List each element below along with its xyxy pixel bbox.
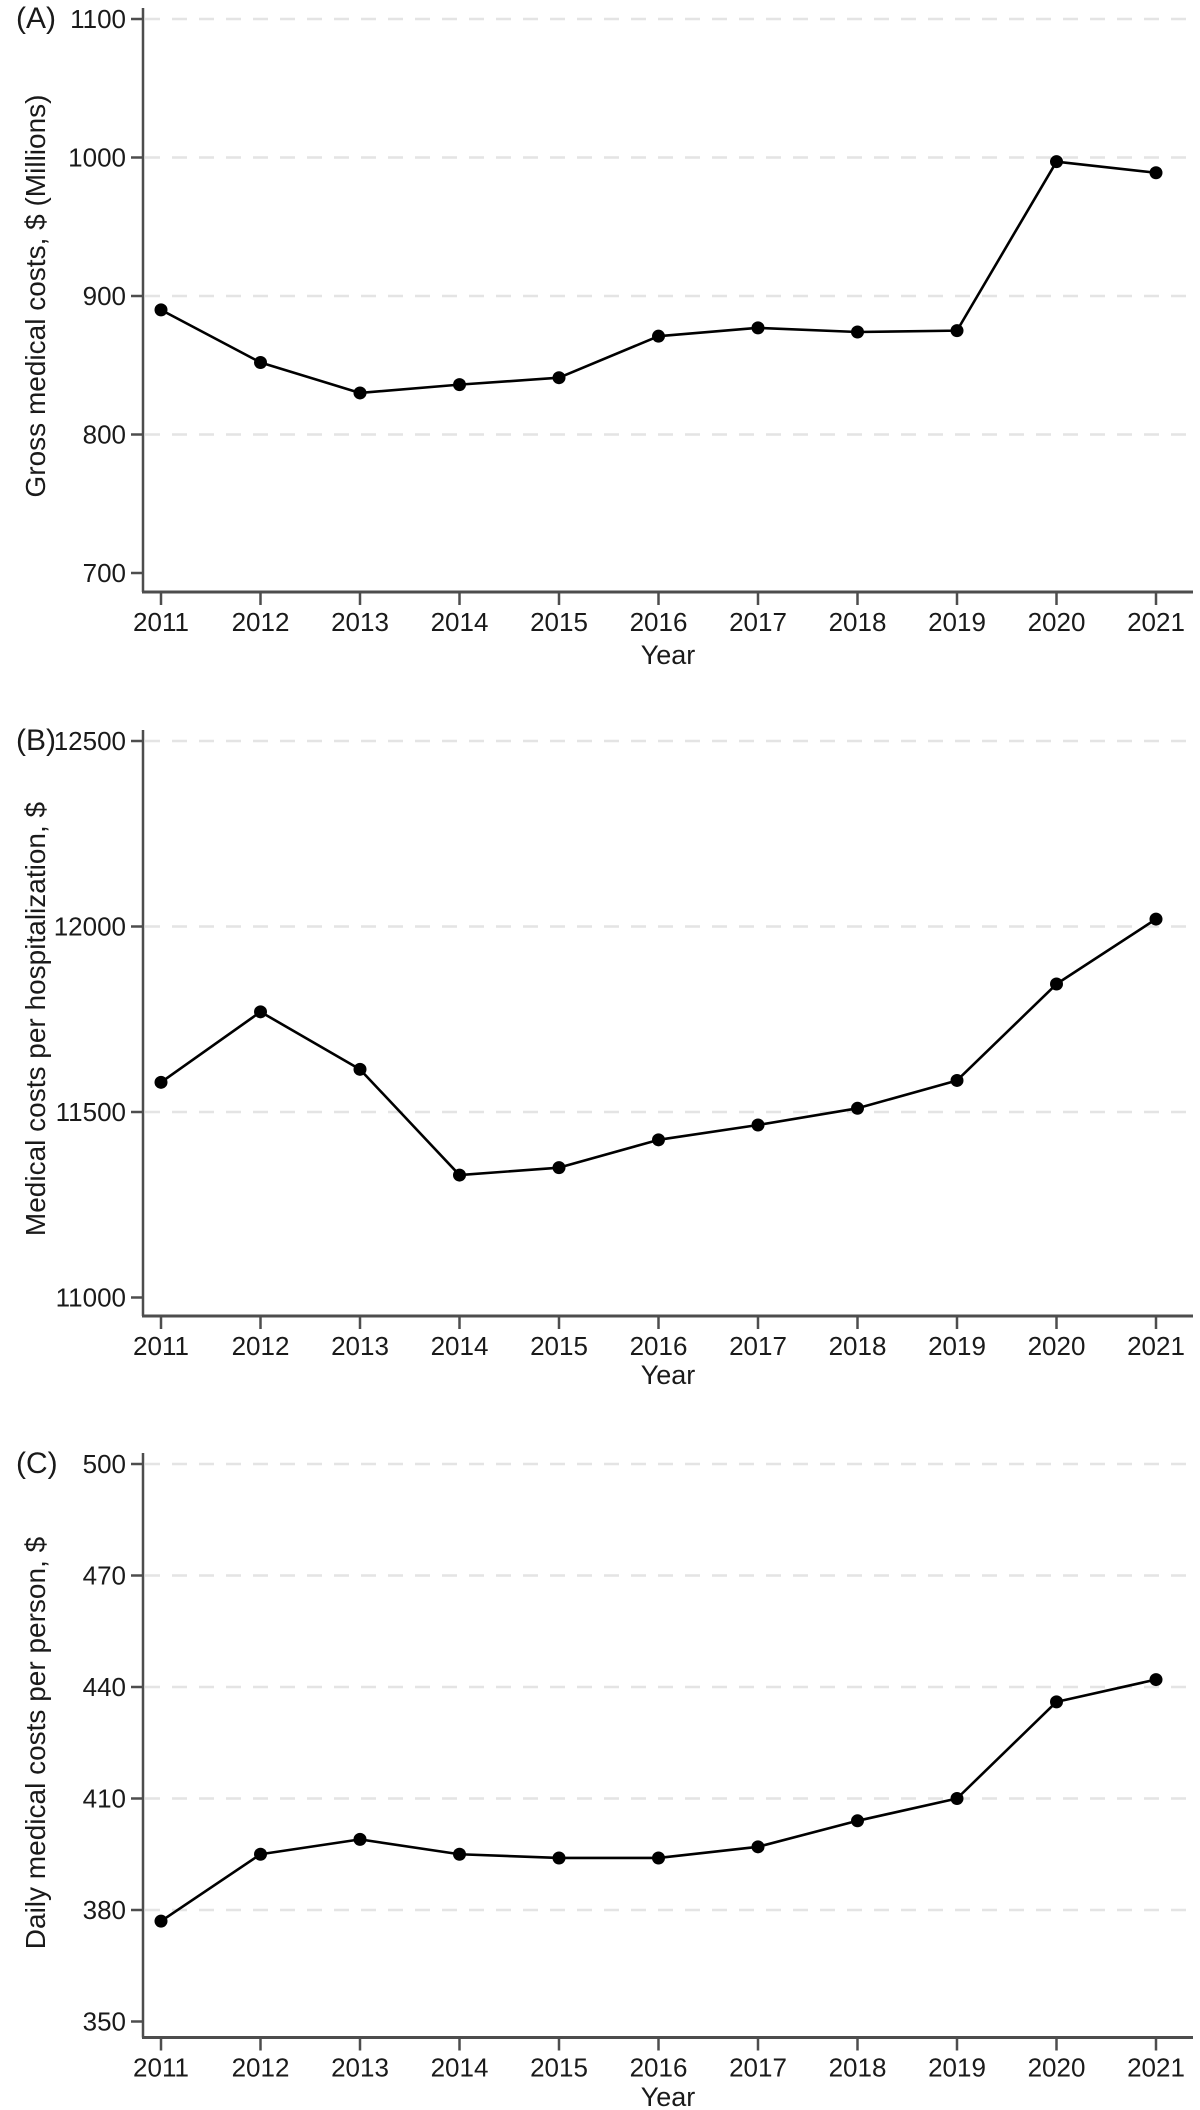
x-tick-label: 2018 (829, 2053, 887, 2083)
x-tick-label: 2013 (331, 2053, 389, 2083)
data-point-2014 (453, 1847, 466, 1861)
data-point-2013 (353, 386, 367, 400)
panel-c-label: (C) (16, 1447, 58, 1480)
data-point-2012 (254, 1847, 267, 1861)
data-point-2018 (851, 1814, 864, 1828)
x-tick-label: 2011 (133, 607, 189, 637)
y-tick-label: 500 (83, 1449, 126, 1479)
y-tick-label: 700 (83, 558, 126, 588)
x-tick-label: 2021 (1127, 2053, 1185, 2083)
x-tick-label: 2011 (133, 1331, 189, 1361)
x-tick-label: 2019 (928, 2053, 986, 2083)
x-tick-label: 2012 (232, 2053, 290, 2083)
y-tick-label: 800 (83, 420, 126, 450)
data-point-2015 (552, 371, 566, 385)
data-point-2020 (1050, 977, 1063, 991)
panel-b-plot: 11000 11500 12000 12500 2011 2012 2013 2014 2015… (54, 726, 1193, 1361)
data-point-2011 (154, 1914, 168, 1928)
x-tick-label: 2016 (630, 1331, 688, 1361)
panel-b-label: (B) (16, 724, 56, 757)
panel-a-plot: 700 800 900 1000 1100 2011 2012 2013 2014 2015 201… (68, 4, 1193, 637)
data-point-2016 (652, 1133, 665, 1147)
data-point-2020 (1050, 155, 1063, 169)
x-tick-label: 2020 (1028, 1331, 1086, 1361)
panel-b-x-axis-title: Year (640, 1360, 696, 1390)
data-point-2014 (453, 378, 466, 392)
x-tick-label: 2020 (1028, 607, 1086, 637)
series-line (159, 1678, 1158, 1923)
data-point-2013 (353, 1832, 367, 1846)
x-tick-label: 2015 (530, 607, 588, 637)
data-point-2013 (353, 1062, 367, 1076)
y-tick-label: 12000 (54, 912, 126, 942)
data-point-2012 (254, 1005, 267, 1019)
x-tick-label: 2017 (729, 2053, 787, 2083)
panel-b: (B) Medical costs per hospitalization, $… (0, 703, 1200, 1389)
data-point-2014 (453, 1168, 466, 1182)
y-tick-label: 470 (83, 1561, 126, 1591)
x-tick-label: 2020 (1028, 2053, 1086, 2083)
x-tick-label: 2016 (630, 607, 688, 637)
data-point-2011 (154, 1075, 168, 1089)
x-tick-label: 2011 (133, 2053, 189, 2083)
data-point-2021 (1149, 166, 1163, 180)
data-point-2011 (154, 303, 168, 317)
series-line (159, 160, 1158, 395)
x-tick-label: 2018 (829, 607, 887, 637)
data-point-2019 (950, 324, 964, 338)
x-tick-label: 2017 (729, 607, 787, 637)
x-tick-label: 2019 (928, 1331, 986, 1361)
y-tick-label: 900 (83, 281, 126, 311)
panel-a: (A) Gross medical costs, $ (Millions) 70… (0, 0, 1200, 703)
panel-c-x-axis-title: Year (640, 2082, 696, 2110)
y-tick-label: 410 (83, 1784, 126, 1814)
data-point-2018 (851, 1101, 864, 1115)
panel-c: (C) Daily medical costs per person, $ 35… (0, 1380, 1200, 2110)
panel-c-plot: 350 380 410 440 470 500 2011 2012 2013 2014 2015 20… (83, 1449, 1193, 2083)
x-tick-label: 2014 (431, 2053, 489, 2083)
data-point-2021 (1149, 912, 1163, 926)
y-tick-label: 380 (83, 1895, 126, 1925)
x-tick-label: 2018 (829, 1331, 887, 1361)
data-point-2015 (552, 1851, 566, 1865)
x-tick-label: 2014 (431, 1331, 489, 1361)
data-point-2017 (751, 1840, 765, 1854)
x-tick-label: 2013 (331, 1331, 389, 1361)
x-tick-label: 2015 (530, 2053, 588, 2083)
data-point-2020 (1050, 1695, 1063, 1709)
data-point-2021 (1149, 1673, 1163, 1687)
y-tick-label: 1100 (70, 4, 126, 34)
data-point-2019 (950, 1792, 964, 1805)
data-point-2012 (254, 355, 267, 369)
x-tick-label: 2015 (530, 1331, 588, 1361)
y-tick-label: 11500 (56, 1097, 126, 1127)
data-point-2016 (652, 329, 665, 343)
data-point-2019 (950, 1073, 964, 1087)
panel-a-x-axis-title: Year (640, 640, 696, 670)
data-point-2016 (652, 1851, 665, 1865)
panel-a-label: (A) (16, 2, 56, 35)
x-tick-label: 2017 (729, 1331, 787, 1361)
x-tick-label: 2019 (928, 607, 986, 637)
x-tick-label: 2013 (331, 607, 389, 637)
x-tick-label: 2014 (431, 607, 489, 637)
data-point-2017 (751, 1118, 765, 1132)
x-tick-label: 2021 (1127, 1331, 1185, 1361)
data-point-2017 (751, 321, 765, 335)
data-point-2015 (552, 1161, 566, 1175)
y-tick-label: 350 (83, 2007, 126, 2037)
x-tick-label: 2012 (232, 1331, 290, 1361)
y-tick-label: 440 (83, 1672, 126, 1702)
y-tick-label: 1000 (68, 143, 126, 173)
x-tick-label: 2021 (1127, 607, 1185, 637)
y-tick-label: 12500 (54, 726, 126, 756)
x-tick-label: 2016 (630, 2053, 688, 2083)
y-tick-label: 11000 (56, 1283, 126, 1313)
x-tick-label: 2012 (232, 607, 290, 637)
data-point-2018 (851, 325, 864, 339)
